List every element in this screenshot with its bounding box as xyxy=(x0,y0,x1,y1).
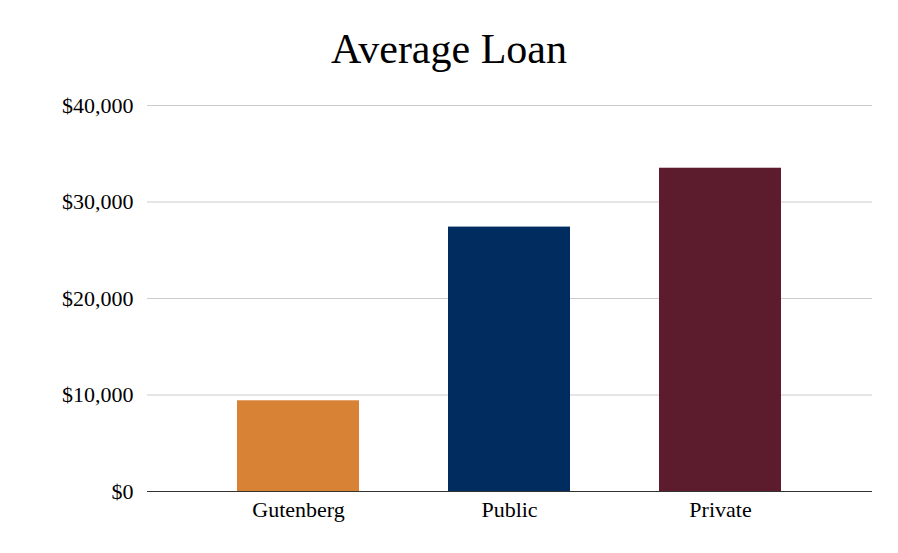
svg-text:$30,000: $30,000 xyxy=(62,189,134,214)
svg-text:$0: $0 xyxy=(112,479,134,504)
html-text:Average Loan: Average Loan xyxy=(331,26,567,72)
svg-text:Gutenberg: Gutenberg xyxy=(252,497,344,522)
svg-text:$10,000: $10,000 xyxy=(62,382,134,407)
svg-text:$20,000: $20,000 xyxy=(62,286,134,311)
svg-text:$40,000: $40,000 xyxy=(62,93,134,118)
svg-text:Public: Public xyxy=(481,497,537,522)
svg-text:Private: Private xyxy=(689,497,751,522)
